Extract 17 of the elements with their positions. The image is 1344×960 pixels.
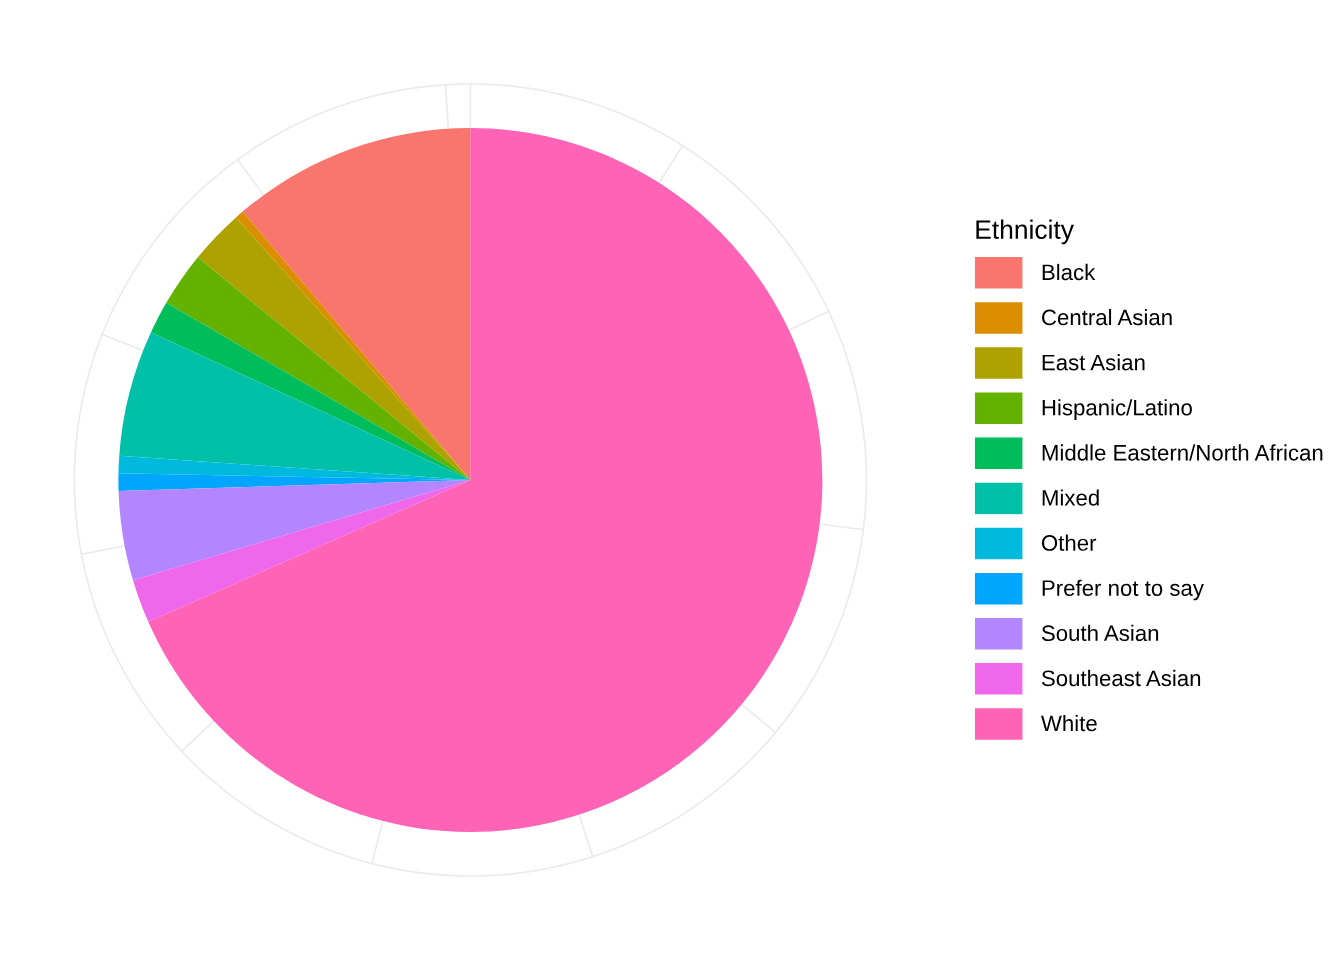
legend-label: Central Asian [1042, 308, 1172, 326]
legend-label: Hispanic/Latino [1042, 399, 1192, 420]
legend-label: East Asian [1042, 354, 1145, 371]
legend-label: Prefer not to say [1042, 579, 1204, 601]
pie-slice [150, 302, 471, 480]
legend-label: Middle Eastern/North African [1042, 444, 1323, 461]
legend-label: South Asian [1041, 624, 1159, 642]
pie-slice [148, 128, 823, 832]
pie-slice [197, 217, 471, 480]
legend-label: Black [1042, 263, 1096, 281]
pie-slice [118, 480, 471, 581]
legend-title: Ethnicity [976, 219, 1074, 245]
legend-label: Mixed [1042, 489, 1099, 506]
legend-label: Other [1041, 534, 1097, 551]
legend-label: White [1041, 714, 1097, 732]
pie-slice [166, 257, 471, 480]
legend-label: Southeast Asian [1041, 669, 1201, 687]
